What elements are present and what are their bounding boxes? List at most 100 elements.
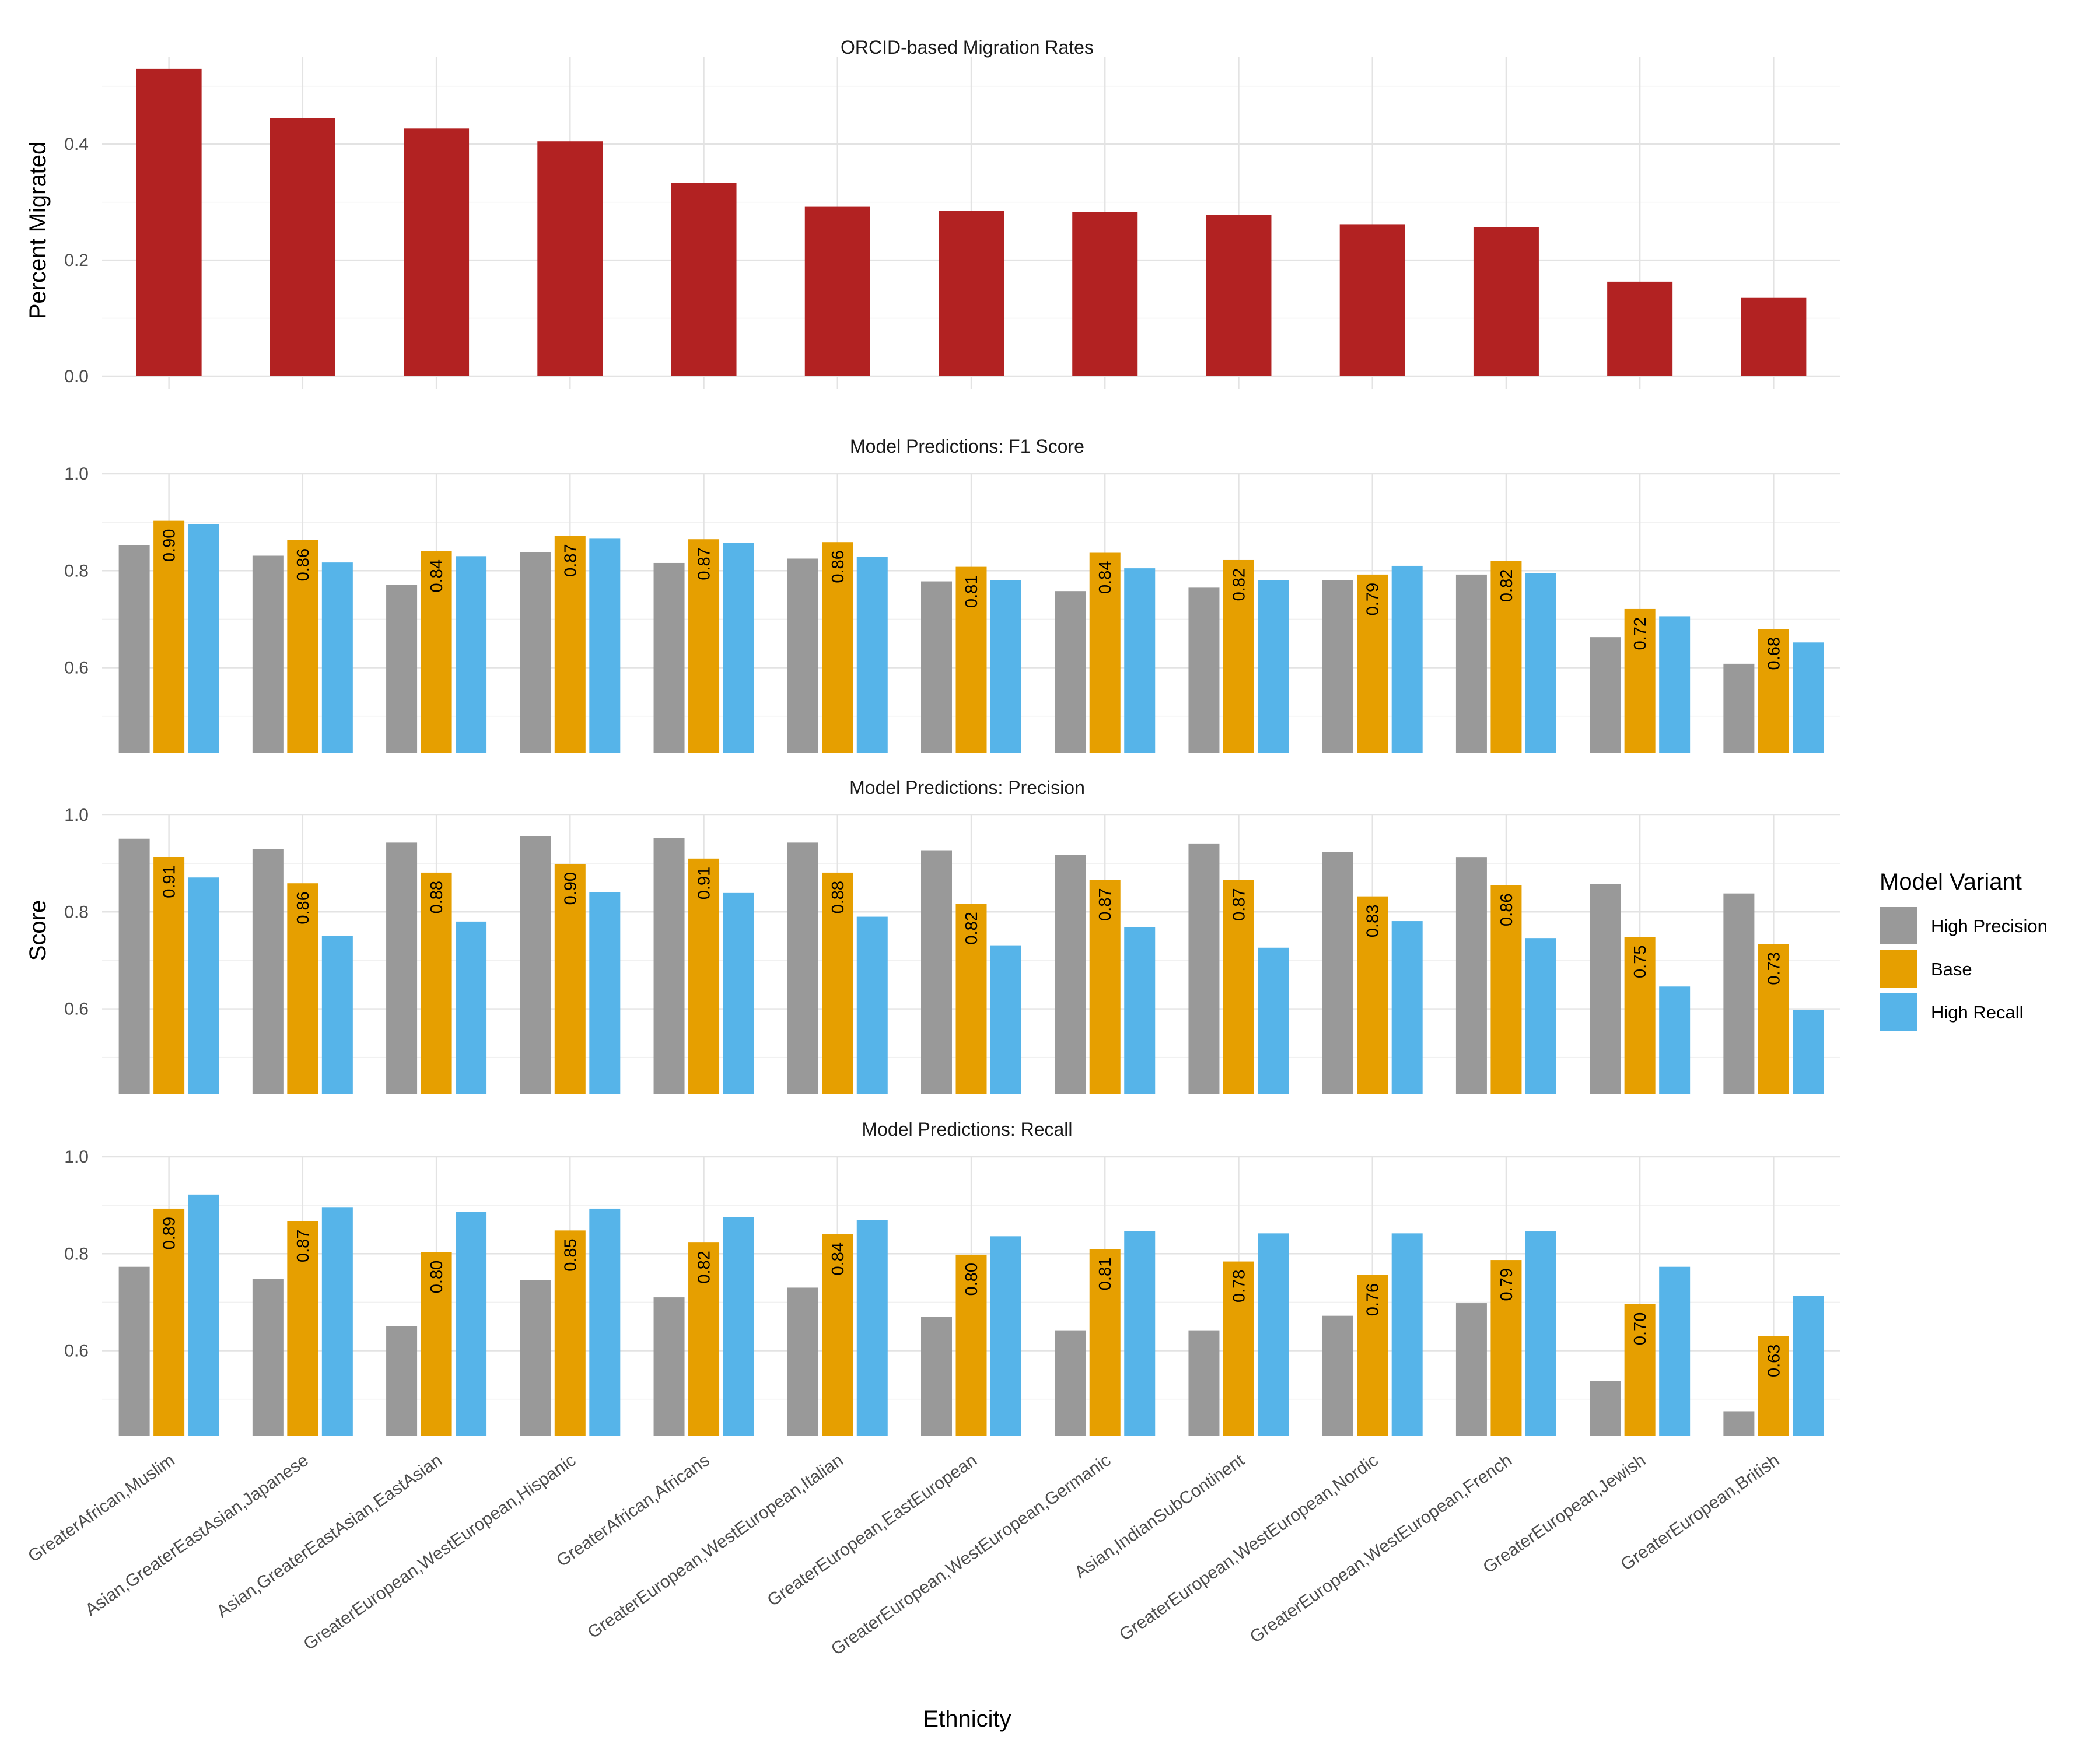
f1-bar-high-recall — [589, 538, 621, 752]
recall-bar-base — [1089, 1249, 1121, 1436]
recall-bar-high-precision — [787, 1287, 818, 1436]
precision-base-value-label: 0.91 — [695, 867, 714, 900]
precision-bar-base — [421, 872, 452, 1094]
recall-bar-high-precision — [1188, 1330, 1220, 1436]
legend-swatch-base — [1880, 950, 1917, 988]
recall-bar-high-recall — [991, 1236, 1021, 1436]
recall-y-tick-label: 0.8 — [64, 1244, 89, 1264]
migration-y-tick-label: 0.0 — [64, 367, 89, 386]
legend-label-base: Base — [1931, 959, 1972, 979]
f1-base-value-label: 0.84 — [1096, 561, 1115, 594]
f1-base-value-label: 0.90 — [160, 529, 179, 562]
recall-bar-high-recall — [856, 1220, 888, 1436]
f1-base-value-label: 0.72 — [1631, 617, 1650, 650]
migration-bar — [270, 118, 335, 376]
recall-bar-high-precision — [118, 1266, 150, 1436]
f1-bar-high-recall — [456, 556, 487, 752]
precision-base-value-label: 0.73 — [1765, 952, 1783, 985]
precision-bar-base — [1223, 880, 1254, 1094]
migration-y-tick-label: 0.4 — [64, 135, 89, 154]
f1-bar-high-precision — [118, 545, 150, 752]
recall-base-value-label: 0.79 — [1497, 1268, 1516, 1301]
recall-base-value-label: 0.85 — [561, 1238, 580, 1271]
migration-bar — [537, 141, 603, 376]
f1-bar-high-precision — [386, 584, 418, 752]
precision-base-value-label: 0.88 — [428, 881, 446, 914]
f1-bar-high-recall — [1391, 565, 1423, 752]
recall-bar-base — [1357, 1275, 1388, 1436]
f1-bar-high-precision — [520, 552, 551, 752]
recall-base-value-label: 0.81 — [1096, 1258, 1115, 1290]
f1-bar-base — [1490, 561, 1522, 752]
f1-bar-high-recall — [321, 562, 353, 752]
legend-swatch-high-precision — [1880, 907, 1917, 944]
recall-bar-high-recall — [1659, 1266, 1690, 1436]
f1-bar-high-recall — [1525, 573, 1556, 752]
precision-bar-high-recall — [456, 921, 487, 1094]
f1-base-value-label: 0.82 — [1497, 569, 1516, 602]
precision-bar-high-precision — [1455, 858, 1487, 1094]
x-tick-label: GreaterAfrican,Muslim — [24, 1451, 178, 1566]
recall-base-value-label: 0.70 — [1631, 1312, 1650, 1345]
f1-bar-base — [1223, 559, 1254, 752]
f1-bar-high-precision — [787, 558, 818, 752]
migration-bar — [804, 206, 870, 376]
f1-bar-high-recall — [991, 580, 1021, 752]
f1-bar-high-precision — [1188, 587, 1220, 752]
recall-bar-high-precision — [1590, 1381, 1621, 1436]
recall-bar-base — [287, 1221, 318, 1436]
recall-y-tick-label: 1.0 — [64, 1147, 89, 1167]
precision-bar-high-precision — [386, 842, 418, 1094]
precision-bar-base — [1089, 880, 1121, 1094]
f1-bar-base — [822, 542, 853, 752]
bars-layer — [118, 68, 1824, 1436]
migration-panel-title: ORCID-based Migration Rates — [841, 37, 1094, 58]
precision-base-value-label: 0.86 — [1497, 894, 1516, 926]
x-tick-label: GreaterEuropean,WestEuropean,Germanic — [828, 1451, 1114, 1660]
recall-bar-high-precision — [1322, 1315, 1353, 1436]
f1-bar-high-precision — [252, 555, 284, 752]
precision-bar-base — [153, 857, 185, 1094]
recall-bar-base — [1624, 1304, 1656, 1436]
recall-bar-base — [1223, 1261, 1254, 1436]
precision-bar-base — [554, 863, 586, 1094]
migration-bar — [1741, 298, 1807, 376]
legend-label-high-recall: High Recall — [1931, 1002, 2024, 1023]
f1-bar-base — [1357, 574, 1388, 752]
precision-base-value-label: 0.83 — [1364, 905, 1382, 937]
migration-bar — [136, 68, 202, 376]
precision-bar-high-recall — [723, 892, 754, 1094]
precision-bar-high-recall — [589, 892, 621, 1094]
f1-base-value-label: 0.87 — [695, 547, 714, 580]
recall-base-value-label: 0.63 — [1765, 1345, 1783, 1377]
f1-y-tick-label: 0.6 — [64, 659, 89, 678]
f1-bar-high-precision — [1455, 574, 1487, 752]
x-tick-label: Asian,GreaterEastAsian,Japanese — [82, 1451, 312, 1620]
precision-bar-high-precision — [921, 850, 952, 1094]
f1-base-value-label: 0.79 — [1364, 583, 1382, 615]
migration-bar — [1607, 281, 1673, 376]
recall-base-value-label: 0.89 — [160, 1217, 179, 1250]
precision-bar-high-precision — [252, 849, 284, 1094]
f1-bar-high-precision — [1055, 591, 1086, 752]
y-axis-title-score: Score — [25, 900, 51, 961]
precision-bar-high-recall — [856, 916, 888, 1094]
precision-bar-high-recall — [188, 877, 219, 1094]
f1-bar-base — [287, 540, 318, 752]
precision-bar-high-precision — [1590, 884, 1621, 1094]
migration-bar — [1206, 215, 1272, 376]
recall-bar-base — [822, 1234, 853, 1436]
recall-bar-base — [153, 1208, 185, 1436]
precision-panel-title: Model Predictions: Precision — [849, 777, 1085, 798]
precision-bar-high-recall — [1525, 938, 1556, 1094]
f1-bar-base — [956, 566, 987, 752]
precision-base-value-label: 0.82 — [963, 912, 981, 944]
precision-y-tick-label: 1.0 — [64, 806, 89, 825]
recall-base-value-label: 0.78 — [1230, 1270, 1248, 1303]
recall-base-value-label: 0.82 — [695, 1251, 714, 1283]
precision-base-value-label: 0.86 — [294, 891, 313, 924]
legend-label-high-precision: High Precision — [1931, 916, 2048, 936]
f1-bar-base — [1624, 608, 1656, 752]
recall-bar-high-recall — [321, 1208, 353, 1436]
f1-panel-title: Model Predictions: F1 Score — [850, 436, 1084, 457]
